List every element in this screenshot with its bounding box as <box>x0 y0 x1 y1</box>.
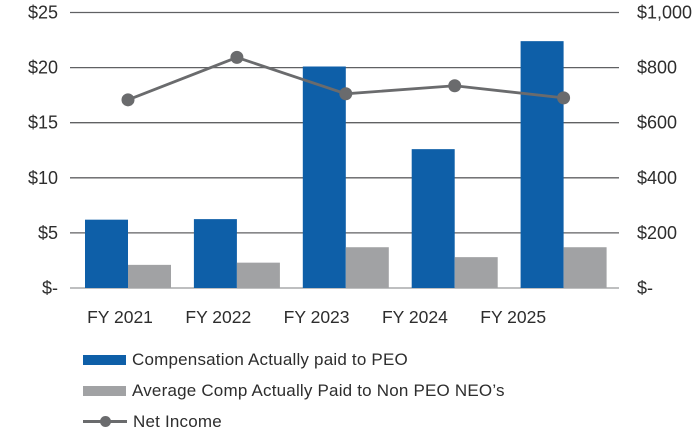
legend-item-net-income: Net Income <box>83 411 505 432</box>
svg-text:FY 2021: FY 2021 <box>87 307 153 327</box>
svg-text:$15: $15 <box>28 113 58 133</box>
svg-text:FY 2024: FY 2024 <box>382 307 448 327</box>
svg-text:$200: $200 <box>637 223 677 243</box>
svg-text:FY 2023: FY 2023 <box>284 307 350 327</box>
svg-text:$10: $10 <box>28 168 58 188</box>
legend-label: Compensation Actually paid to PEO <box>132 349 408 369</box>
line-marker-swatch-icon <box>83 415 127 428</box>
svg-text:FY 2025: FY 2025 <box>480 307 546 327</box>
svg-text:$20: $20 <box>28 58 58 78</box>
legend-label: Average Comp Actually Paid to Non PEO NE… <box>132 380 505 400</box>
svg-text:$-: $- <box>42 278 58 298</box>
gray-bar-swatch-icon <box>83 385 126 396</box>
legend-item-non-peo-neo-compensation: Average Comp Actually Paid to Non PEO NE… <box>83 380 505 401</box>
svg-text:$25: $25 <box>28 3 58 23</box>
svg-text:$600: $600 <box>637 113 677 133</box>
chart-legend: Compensation Actually paid to PEO Averag… <box>83 349 505 432</box>
svg-text:$-: $- <box>637 278 653 298</box>
blue-bar-swatch-icon <box>83 354 126 365</box>
svg-text:$1,000: $1,000 <box>637 3 692 23</box>
legend-item-peo-compensation: Compensation Actually paid to PEO <box>83 349 505 370</box>
svg-text:FY 2022: FY 2022 <box>185 307 251 327</box>
svg-text:$400: $400 <box>637 168 677 188</box>
svg-text:$800: $800 <box>637 58 677 78</box>
svg-text:$5: $5 <box>38 223 58 243</box>
legend-label: Net Income <box>133 411 222 431</box>
